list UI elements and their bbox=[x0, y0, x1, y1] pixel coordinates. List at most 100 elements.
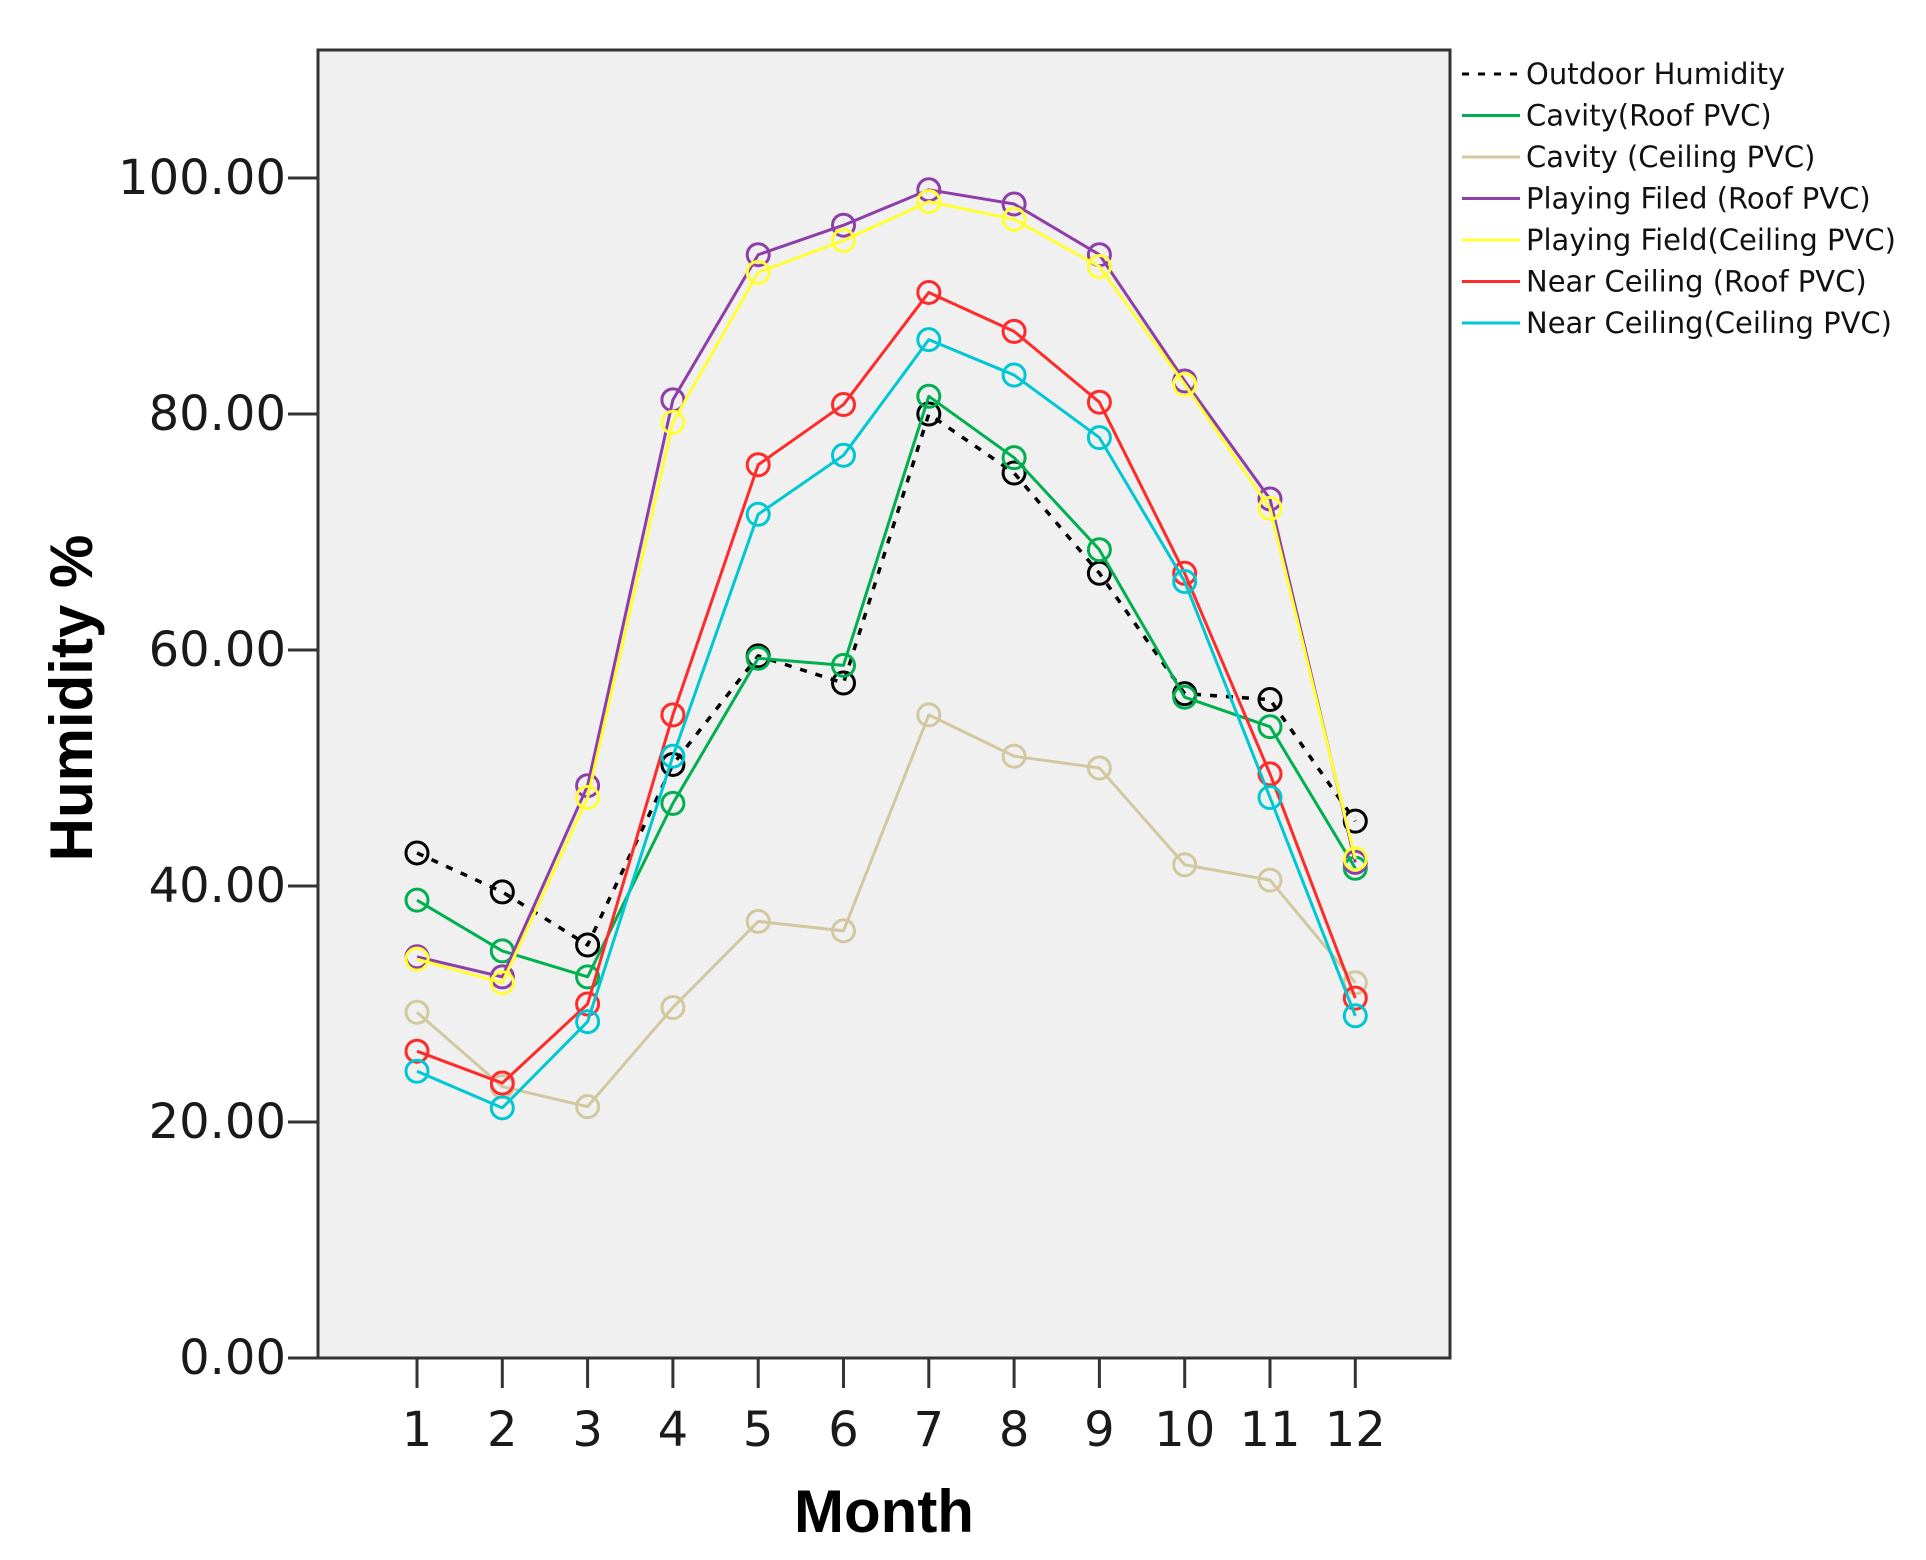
x-tick-label: 2 bbox=[487, 1402, 518, 1458]
data-point bbox=[489, 1070, 515, 1096]
data-point bbox=[916, 383, 942, 409]
series-line bbox=[416, 394, 1357, 979]
data-point bbox=[831, 652, 856, 678]
legend-label: Playing Field(Ceiling PVC) bbox=[1526, 223, 1896, 257]
x-tick-label: 12 bbox=[1325, 1402, 1386, 1458]
y-tick-label: 60.00 bbox=[149, 622, 286, 678]
series-line bbox=[416, 338, 1357, 1110]
data-point bbox=[404, 1058, 430, 1084]
data-point bbox=[831, 670, 856, 696]
data-point bbox=[1001, 460, 1027, 486]
data-point bbox=[575, 1094, 601, 1120]
y-tick-label: 100.00 bbox=[118, 150, 286, 206]
data-point bbox=[745, 501, 771, 527]
data-point bbox=[1257, 495, 1283, 521]
data-point bbox=[916, 279, 942, 305]
data-point bbox=[660, 743, 686, 769]
data-point bbox=[1086, 254, 1112, 279]
data-point bbox=[1172, 852, 1198, 878]
series-line bbox=[416, 188, 1357, 979]
data-point bbox=[1086, 537, 1112, 563]
data-point bbox=[489, 1095, 515, 1121]
series-line bbox=[416, 412, 1357, 947]
data-point bbox=[1086, 389, 1112, 415]
series-line bbox=[416, 290, 1357, 1085]
y-tick-label: 20.00 bbox=[149, 1094, 286, 1150]
legend: Outdoor Humidity Cavity(Roof PVC) Cavity (… bbox=[1462, 57, 1896, 340]
legend-label: Near Ceiling (Roof PVC) bbox=[1526, 265, 1867, 299]
data-point bbox=[745, 645, 771, 671]
data-point bbox=[1257, 687, 1283, 713]
legend-label: Cavity(Roof PVC) bbox=[1526, 99, 1772, 133]
x-tick-label: 9 bbox=[1084, 1402, 1115, 1458]
x-axis: 1 2 3 4 5 6 7 8 9 10 11 12 bbox=[402, 1358, 1386, 1458]
data-point bbox=[1001, 445, 1027, 471]
data-point bbox=[1257, 867, 1283, 893]
data-point bbox=[1342, 985, 1368, 1011]
data-point bbox=[916, 327, 942, 353]
data-point bbox=[916, 401, 942, 427]
y-tick-label: 40.00 bbox=[149, 858, 286, 914]
data-point bbox=[575, 964, 601, 990]
y-axis-title: Humidity % bbox=[38, 535, 105, 862]
y-axis: 0.00 20.00 40.00 60.00 80.00 100.00 bbox=[118, 150, 318, 1386]
series-cavity-ceiling-pvc bbox=[404, 702, 1368, 1120]
series-near-ceiling-roof-pvc bbox=[404, 279, 1368, 1096]
data-point bbox=[575, 1009, 601, 1035]
x-tick-label: 1 bbox=[402, 1402, 433, 1458]
x-tick-label: 5 bbox=[743, 1402, 774, 1458]
x-tick-label: 8 bbox=[999, 1402, 1030, 1458]
legend-label: Playing Filed (Roof PVC) bbox=[1526, 182, 1871, 216]
legend-label: Near Ceiling(Ceiling PVC) bbox=[1526, 306, 1892, 340]
series-line bbox=[416, 713, 1357, 1109]
data-point bbox=[404, 999, 430, 1025]
data-point bbox=[575, 785, 601, 810]
y-tick-label: 0.00 bbox=[179, 1330, 286, 1386]
data-point bbox=[660, 790, 686, 816]
data-point bbox=[1086, 560, 1112, 586]
x-axis-title: Month bbox=[794, 1478, 974, 1545]
x-tick-label: 4 bbox=[658, 1402, 689, 1458]
data-point bbox=[1086, 755, 1112, 781]
data-point bbox=[745, 452, 771, 478]
data-point bbox=[1172, 684, 1198, 710]
legend-label: Outdoor Humidity bbox=[1526, 57, 1785, 91]
data-point bbox=[660, 702, 686, 728]
series-layer bbox=[404, 177, 1368, 1121]
data-point bbox=[831, 212, 856, 238]
x-tick-label: 3 bbox=[572, 1402, 603, 1458]
data-point bbox=[489, 879, 515, 905]
data-point bbox=[1172, 372, 1198, 397]
data-point bbox=[1001, 743, 1027, 769]
data-point bbox=[404, 887, 430, 913]
data-point bbox=[831, 228, 856, 254]
data-point bbox=[1342, 846, 1368, 872]
data-point bbox=[1001, 206, 1027, 232]
legend-label: Cavity (Ceiling PVC) bbox=[1526, 140, 1815, 174]
y-tick-label: 80.00 bbox=[149, 386, 286, 442]
data-point bbox=[660, 995, 686, 1021]
data-point bbox=[575, 932, 601, 958]
data-point bbox=[1342, 1003, 1368, 1029]
data-point bbox=[745, 259, 771, 285]
series-cavity-roof-pvc bbox=[404, 383, 1368, 990]
data-point bbox=[831, 392, 856, 418]
data-point bbox=[831, 918, 856, 944]
series-near-ceiling-ceiling-pvc bbox=[404, 327, 1368, 1121]
data-point bbox=[660, 409, 686, 435]
data-point bbox=[1086, 425, 1112, 451]
data-point bbox=[404, 1038, 430, 1064]
data-point bbox=[489, 970, 515, 996]
x-tick-label: 7 bbox=[914, 1402, 945, 1458]
data-point bbox=[1172, 569, 1198, 595]
data-point bbox=[1257, 714, 1283, 740]
data-point bbox=[916, 189, 942, 215]
data-point bbox=[745, 242, 771, 268]
data-point bbox=[1001, 191, 1027, 217]
x-tick-label: 10 bbox=[1154, 1402, 1215, 1458]
data-point bbox=[745, 908, 771, 934]
series-playing-field-ceiling-pvc bbox=[404, 189, 1368, 996]
data-point bbox=[404, 946, 430, 972]
data-point bbox=[1001, 318, 1027, 344]
